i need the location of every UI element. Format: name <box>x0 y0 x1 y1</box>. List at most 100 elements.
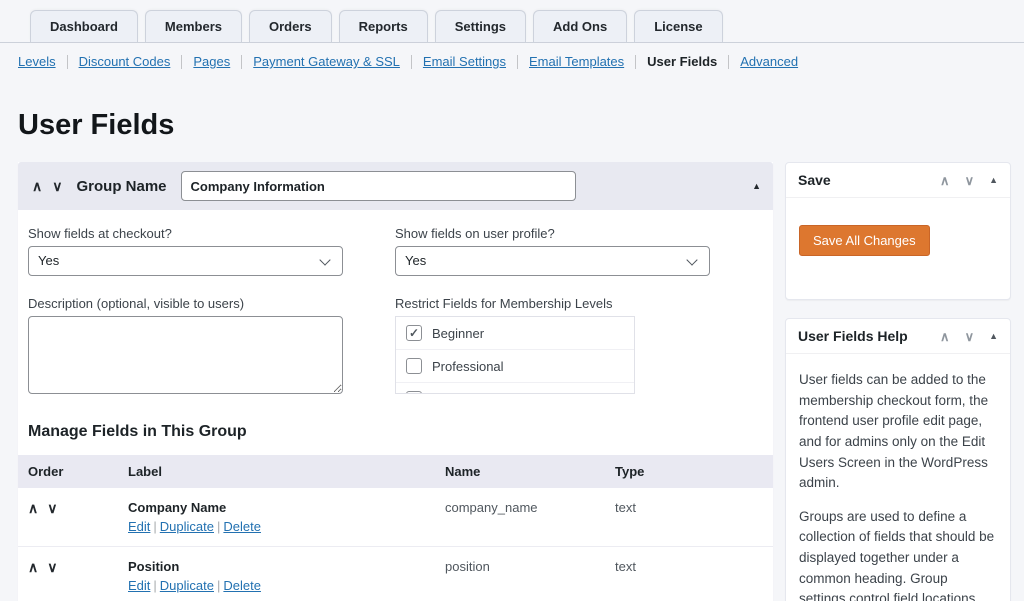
checkout-label: Show fields at checkout? <box>28 226 172 241</box>
sidebar: Save ∧ ∨ ▲ Save All Changes User Fields … <box>785 162 1011 601</box>
field-label: Company Name <box>128 500 227 515</box>
field-action-delete[interactable]: Delete <box>223 519 261 534</box>
checkout-field: Show fields at checkout? Yes <box>28 226 343 276</box>
save-all-changes-button[interactable]: Save All Changes <box>799 225 930 256</box>
subnav-item-user-fields: User Fields <box>636 55 730 69</box>
subnav-item-payment-gateway-ssl[interactable]: Payment Gateway & SSL <box>242 55 412 69</box>
label-cell: Position Edit | Duplicate | Delete <box>118 547 435 601</box>
profile-select[interactable]: Yes <box>395 246 710 276</box>
move-field-down-icon[interactable]: ∨ <box>47 559 58 575</box>
page-title: User Fields <box>18 109 175 141</box>
main-column: ∧ ∨ Group Name ▲ Show fields at checkout… <box>18 162 773 601</box>
level-option-professional[interactable]: Professional <box>396 350 634 383</box>
separator: | <box>153 519 157 534</box>
field-action-edit[interactable]: Edit <box>128 578 151 593</box>
save-metabox-body: Save All Changes <box>786 198 1010 299</box>
checkout-select[interactable]: Yes <box>28 246 343 276</box>
separator: | <box>217 519 221 534</box>
profile-field: Show fields on user profile? Yes <box>395 226 763 276</box>
move-box-down-icon[interactable]: ∨ <box>964 172 975 188</box>
subnav: Levels Discount Codes Pages Payment Gateway… <box>18 55 1024 69</box>
order-cell: ∧ ∨ <box>18 488 118 546</box>
subnav-item-advanced[interactable]: Advanced <box>740 54 799 69</box>
collapse-box-icon[interactable]: ▲ <box>989 174 998 185</box>
field-group-card: ∧ ∨ Group Name ▲ Show fields at checkout… <box>18 162 773 601</box>
help-metabox-body: User fields can be added to the membersh… <box>786 354 1010 601</box>
fields-table-body: ∧ ∨ Company Name Edit | Duplicate | Delete compa… <box>18 488 773 601</box>
name-cell: position <box>445 559 490 574</box>
save-metabox-title: Save <box>798 172 831 188</box>
content-area: ∧ ∨ Group Name ▲ Show fields at checkout… <box>18 162 1011 601</box>
move-box-down-icon[interactable]: ∨ <box>964 328 975 344</box>
move-group-down-icon[interactable]: ∨ <box>52 178 63 194</box>
profile-label: Show fields on user profile? <box>395 226 555 241</box>
subnav-item-email-templates[interactable]: Email Templates <box>518 55 637 69</box>
column-header-label: Label <box>128 464 162 479</box>
group-header: ∧ ∨ Group Name ▲ <box>18 162 773 210</box>
tab-add-ons[interactable]: Add Ons <box>533 10 628 42</box>
metabox-controls: ∧ ∨ ▲ <box>940 174 998 187</box>
tab-orders[interactable]: Orders <box>248 10 332 42</box>
chevron-down-icon <box>319 254 331 266</box>
tab-settings[interactable]: Settings <box>434 10 527 42</box>
checkbox-icon[interactable] <box>406 358 422 374</box>
profile-select-value: Yes <box>405 253 427 268</box>
table-row: ∧ ∨ Position Edit | Duplicate | Delete position t… <box>18 547 773 601</box>
membership-levels-list[interactable]: ✓ Beginner Professional Enhanced <box>395 316 635 394</box>
move-field-down-icon[interactable]: ∨ <box>47 500 58 516</box>
help-metabox-title: User Fields Help <box>798 328 908 344</box>
tab-license[interactable]: License <box>634 10 723 42</box>
description-field: Description (optional, visible to users) <box>28 296 343 399</box>
subnav-item-pages[interactable]: Pages <box>182 55 243 69</box>
level-label: Enhanced <box>432 392 491 394</box>
group-name-input[interactable] <box>180 171 576 201</box>
restrict-field: Restrict Fields for Membership Levels ✓ B… <box>395 296 763 399</box>
column-header-order: Order <box>28 464 64 479</box>
tab-dashboard[interactable]: Dashboard <box>30 10 138 42</box>
restrict-label: Restrict Fields for Membership Levels <box>395 296 613 311</box>
separator: | <box>217 578 221 593</box>
save-metabox-header: Save ∧ ∨ ▲ <box>786 163 1010 198</box>
separator: | <box>153 578 157 593</box>
field-actions: Edit | Duplicate | Delete <box>128 519 435 534</box>
field-action-delete[interactable]: Delete <box>223 578 261 593</box>
fields-table-header: Order Label Name Type <box>18 455 773 488</box>
field-action-duplicate[interactable]: Duplicate <box>159 578 214 593</box>
move-group-up-icon[interactable]: ∧ <box>32 178 43 194</box>
save-metabox: Save ∧ ∨ ▲ Save All Changes <box>785 162 1011 300</box>
help-metabox: User Fields Help ∧ ∨ ▲ User fields can b… <box>785 318 1011 601</box>
group-settings-form: Show fields at checkout? Yes Show fields… <box>18 210 773 399</box>
level-option-enhanced[interactable]: Enhanced <box>396 383 634 394</box>
subnav-item-email-settings[interactable]: Email Settings <box>412 55 519 69</box>
collapse-box-icon[interactable]: ▲ <box>989 330 998 341</box>
column-header-name: Name <box>445 464 481 479</box>
manage-fields-heading: Manage Fields in This Group <box>28 423 247 440</box>
field-label: Position <box>128 559 180 574</box>
subnav-item-discount-codes[interactable]: Discount Codes <box>68 55 183 69</box>
chevron-down-icon <box>686 254 698 266</box>
metabox-controls: ∧ ∨ ▲ <box>940 330 998 343</box>
field-action-duplicate[interactable]: Duplicate <box>159 519 214 534</box>
help-metabox-header: User Fields Help ∧ ∨ ▲ <box>786 319 1010 354</box>
level-option-beginner[interactable]: ✓ Beginner <box>396 317 634 350</box>
checkbox-icon[interactable]: ✓ <box>406 325 422 341</box>
move-box-up-icon[interactable]: ∧ <box>940 328 950 344</box>
description-label: Description (optional, visible to users) <box>28 296 245 311</box>
checkbox-icon[interactable] <box>406 391 422 393</box>
description-textarea[interactable] <box>28 316 343 394</box>
type-cell: text <box>615 500 636 515</box>
label-cell: Company Name Edit | Duplicate | Delete <box>118 488 435 546</box>
level-label: Beginner <box>432 325 485 341</box>
move-box-up-icon[interactable]: ∧ <box>940 172 950 188</box>
field-action-edit[interactable]: Edit <box>128 519 151 534</box>
help-paragraph: Groups are used to define a collection o… <box>799 508 995 601</box>
subnav-item-levels[interactable]: Levels <box>18 55 68 69</box>
group-name-label: Group Name <box>76 177 167 195</box>
table-row: ∧ ∨ Company Name Edit | Duplicate | Delete compa… <box>18 488 773 547</box>
tab-members[interactable]: Members <box>144 10 242 42</box>
move-field-up-icon[interactable]: ∧ <box>28 500 39 516</box>
type-cell: text <box>615 559 636 574</box>
collapse-group-icon[interactable]: ▲ <box>752 181 761 191</box>
tab-reports[interactable]: Reports <box>338 10 428 42</box>
move-field-up-icon[interactable]: ∧ <box>28 559 39 575</box>
